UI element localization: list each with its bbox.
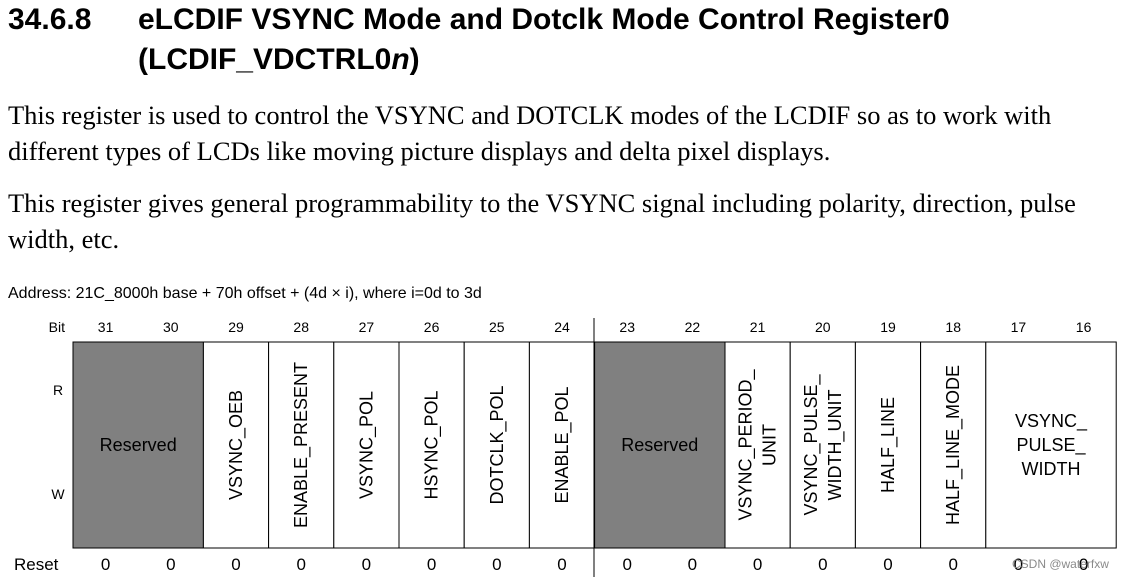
field-label-vsync-pulse-width: WIDTH (1022, 459, 1081, 479)
bit-number-27: 27 (359, 319, 375, 335)
register-mnemonic: (LCDIF_VDCTRL0 (138, 43, 392, 76)
field-label-vsync-pulse-width: VSYNC_ (1015, 411, 1088, 432)
field-enable-pol: ENABLE_POL (528, 341, 596, 549)
field-box-vsync-pulse-width (985, 341, 1117, 549)
reset-value-bit-16: 0 (1079, 555, 1088, 574)
bit-number-22: 22 (685, 319, 701, 335)
reset-value-bit-25: 0 (492, 555, 501, 574)
field-label-half-line-mode: HALF_LINE_MODE (943, 365, 964, 525)
watermark: CSDN @waterfxw (1012, 557, 1109, 571)
field-label-enable-present: ENABLE_PRESENT (291, 362, 312, 528)
field-vsync-pulse-width: VSYNC_ PULSE_ WIDTH (985, 341, 1117, 549)
reset-value-bit-21: 0 (753, 555, 762, 574)
reset-value-bit-19: 0 (883, 555, 892, 574)
register-index: n (391, 43, 410, 76)
reset-value-bit-26: 0 (427, 555, 436, 574)
field-vsync-period-unit: VSYNC_PERIOD_ UNIT (724, 341, 791, 549)
field-box-enable-pol (528, 341, 596, 549)
bit-number-17: 17 (1011, 319, 1027, 335)
reset-value-bit-24: 0 (557, 555, 566, 574)
bit-number-18: 18 (945, 319, 961, 335)
section-title-line2: (LCDIF_VDCTRL0n) (138, 42, 420, 77)
section-title-line1: eLCDIF VSYNC Mode and Dotclk Mode Contro… (138, 3, 950, 36)
title-close-paren: ) (409, 43, 420, 76)
field-box-vsync-oeb (202, 341, 270, 549)
field-label-vsync-period-unit: VSYNC_PERIOD_ (736, 368, 757, 520)
field-reserved: Reserved (594, 341, 726, 549)
field-box-half-line-mode (920, 341, 987, 549)
reset-value-bit-18: 0 (948, 555, 957, 574)
bit-number-28: 28 (293, 319, 309, 335)
field-label-vsync-pulse-width-unit: WIDTH_UNIT (825, 390, 846, 501)
field-reserved: Reserved (72, 341, 204, 549)
bit-number-24: 24 (554, 319, 570, 335)
field-box-half-line (854, 341, 922, 549)
field-box-dotclk-pol (463, 341, 530, 549)
bit-number-21: 21 (750, 319, 766, 335)
field-half-line-mode: HALF_LINE_MODE (920, 341, 987, 549)
field-vsync-pulse-width-unit: VSYNC_PULSE_ WIDTH_UNIT (789, 341, 856, 549)
field-label-dotclk-pol: DOTCLK_POL (487, 385, 508, 504)
field-label-half-line: HALF_LINE (878, 397, 899, 493)
reset-value-bit-31: 0 (101, 555, 110, 574)
bit-number-19: 19 (880, 319, 896, 335)
register-fields: Reserved VSYNC_OEB ENABLE_PRESENT VSYNC_POL… (72, 341, 1117, 549)
section-number: 34.6.8 (8, 3, 92, 36)
bit-number-31: 31 (98, 319, 114, 335)
field-dotclk-pol: DOTCLK_POL (463, 341, 530, 549)
field-label-vsync-pulse-width: PULSE_ (1016, 435, 1086, 456)
bit-number-20: 20 (815, 319, 831, 335)
field-label-vsync-oeb: VSYNC_OEB (226, 390, 247, 500)
field-box-vsync-pol (333, 341, 400, 549)
bit-number-23: 23 (619, 319, 635, 335)
reset-values: 0 0 0 0 0 0 0 0 0 0 0 0 0 0 0 0 (101, 555, 1088, 574)
register-address: Address: 21C_8000h base + 70h offset + (… (8, 285, 482, 302)
field-label-reserved: Reserved (100, 435, 177, 455)
field-enable-present: ENABLE_PRESENT (268, 341, 335, 549)
write-row-label: W (51, 486, 65, 502)
field-label-vsync-period-unit: UNIT (760, 424, 780, 466)
bit-number-29: 29 (228, 319, 244, 335)
reset-value-bit-20: 0 (818, 555, 827, 574)
bit-row-label: Bit (49, 319, 65, 335)
reset-value-bit-17: 0 (1014, 555, 1023, 574)
bit-numbers: 31 30 29 28 27 26 25 24 23 22 21 20 19 18 17 16 (98, 319, 1092, 335)
reset-value-bit-22: 0 (688, 555, 697, 574)
field-box-enable-present (268, 341, 335, 549)
field-label-enable-pol: ENABLE_POL (552, 386, 573, 503)
field-half-line: HALF_LINE (854, 341, 922, 549)
field-label-hsync-pol: HSYNC_POL (422, 390, 443, 499)
description-paragraph-2: This register gives general programmabil… (8, 188, 1076, 254)
reset-value-bit-27: 0 (362, 555, 371, 574)
field-box-vsync-period-unit (724, 341, 791, 549)
field-label-vsync-pulse-width-unit: VSYNC_PULSE_ (801, 373, 822, 515)
reset-value-bit-30: 0 (166, 555, 175, 574)
field-vsync-oeb: VSYNC_OEB (202, 341, 270, 549)
bit-number-30: 30 (163, 319, 179, 335)
field-vsync-pol: VSYNC_POL (333, 341, 400, 549)
reset-value-bit-28: 0 (296, 555, 305, 574)
reset-value-bit-29: 0 (231, 555, 240, 574)
field-box-hsync-pol (398, 341, 465, 549)
field-label-vsync-pol: VSYNC_POL (356, 391, 377, 499)
field-box-reserved (594, 341, 726, 549)
bit-number-25: 25 (489, 319, 505, 335)
field-box-reserved (72, 341, 204, 549)
field-box-vsync-pulse-width-unit (789, 341, 856, 549)
description-paragraph-1: This register is used to control the VSY… (8, 100, 1052, 166)
read-row-label: R (53, 382, 63, 398)
field-hsync-pol: HSYNC_POL (398, 341, 465, 549)
bit-number-26: 26 (424, 319, 440, 335)
reset-row-label: Reset (14, 555, 59, 574)
bit-number-16: 16 (1076, 319, 1092, 335)
reset-value-bit-23: 0 (622, 555, 631, 574)
field-label-reserved: Reserved (621, 435, 698, 455)
